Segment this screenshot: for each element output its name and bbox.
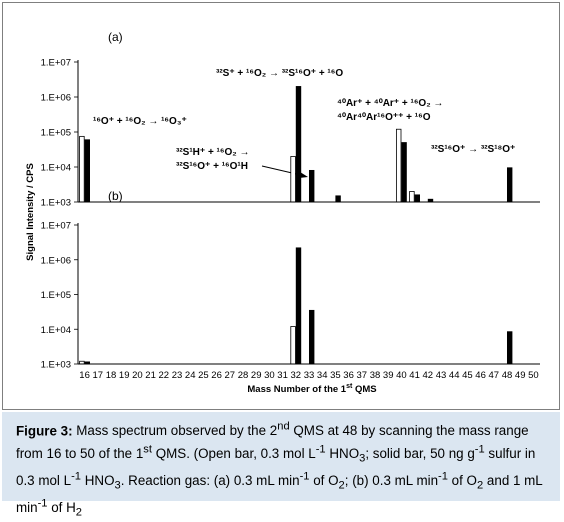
x-tick-label: 35 bbox=[330, 370, 341, 381]
y-tick-label: 1.E+06 bbox=[41, 93, 71, 104]
x-tick-label: 50 bbox=[528, 370, 539, 381]
annotation-o3: ¹⁶O⁺ + ¹⁶O₂ → ¹⁶O₃⁺ bbox=[93, 116, 187, 127]
annotation-arrow-head bbox=[299, 172, 308, 178]
x-tick-label: 42 bbox=[423, 370, 434, 381]
x-tick-label: 19 bbox=[119, 370, 130, 381]
x-tick-label: 49 bbox=[515, 370, 526, 381]
x-tick-label: 34 bbox=[317, 370, 328, 381]
y-tick-label: 1.E+07 bbox=[41, 221, 71, 232]
x-tick-label: 20 bbox=[132, 370, 143, 381]
x-tick-label: 47 bbox=[489, 370, 500, 381]
x-tick-label: 21 bbox=[145, 370, 156, 381]
x-tick-label: 17 bbox=[93, 370, 104, 381]
x-tick-label: 44 bbox=[449, 370, 460, 381]
x-tick-label: 29 bbox=[251, 370, 262, 381]
annotation-ar2: ⁴⁰Ar⁴⁰Ar¹⁶O⁺⁺ + ¹⁶O bbox=[337, 112, 431, 123]
figure-frame bbox=[2, 2, 560, 410]
y-axis-title: Signal Intensity / CPS bbox=[25, 163, 36, 261]
open-bar bbox=[395, 128, 402, 203]
x-tick-label: 36 bbox=[343, 370, 354, 381]
y-tick-label: 1.E+05 bbox=[41, 128, 71, 139]
panel-a-label: (a) bbox=[108, 30, 123, 44]
x-tick-label: 31 bbox=[277, 370, 288, 381]
x-tick-label: 18 bbox=[106, 370, 117, 381]
solid-bar bbox=[401, 142, 407, 203]
x-tick-label: 16 bbox=[79, 370, 90, 381]
solid-bar bbox=[414, 194, 420, 203]
solid-bar bbox=[295, 247, 302, 365]
y-tick-label: 1.E+03 bbox=[41, 360, 71, 371]
open-bar bbox=[290, 156, 296, 203]
y-tick-label: 1.E+06 bbox=[41, 255, 71, 266]
x-tick-label: 22 bbox=[159, 370, 170, 381]
solid-bar bbox=[506, 331, 513, 365]
x-tick-label: 40 bbox=[396, 370, 407, 381]
open-bar bbox=[409, 191, 415, 203]
solid-bar bbox=[84, 139, 90, 203]
x-tick-label: 37 bbox=[357, 370, 368, 381]
x-tick-label: 41 bbox=[409, 370, 420, 381]
y-tick-label: 1.E+04 bbox=[41, 325, 71, 336]
caption-label: Figure 3: bbox=[16, 423, 73, 439]
x-tick-label: 48 bbox=[502, 370, 513, 381]
solid-bar bbox=[295, 86, 302, 203]
x-axis-title: Mass Number of the 1st QMS bbox=[247, 383, 376, 395]
x-tick-label: 43 bbox=[436, 370, 447, 381]
mass-spectrum-chart: (a) (b) Signal Intensity / CPS Mass Numb… bbox=[25, 30, 540, 395]
y-tick-label: 1.E+03 bbox=[41, 198, 71, 209]
annotation-so: ³²S⁺ + ¹⁶O₂ → ³²S¹⁶O⁺ + ¹⁶O bbox=[216, 68, 343, 79]
annotation-sh2: ³²S¹⁶O⁺ + ¹⁶O¹H bbox=[176, 161, 248, 172]
y-tick-label: 1.E+04 bbox=[41, 163, 71, 174]
annotation-sh1: ³²S¹H⁺ + ¹⁶O₂ → bbox=[176, 147, 250, 158]
x-tick-label: 45 bbox=[462, 370, 473, 381]
x-tick-label: 46 bbox=[475, 370, 486, 381]
solid-bar bbox=[308, 309, 315, 365]
open-bar bbox=[290, 326, 296, 365]
solid-bar bbox=[308, 169, 315, 203]
x-tick-label: 30 bbox=[264, 370, 275, 381]
y-tick-label: 1.E+07 bbox=[41, 58, 71, 69]
x-tick-label: 25 bbox=[198, 370, 209, 381]
y-tick-label: 1.E+05 bbox=[41, 290, 71, 301]
x-tick-label: 38 bbox=[370, 370, 381, 381]
solid-bar bbox=[506, 167, 513, 203]
x-tick-label: 28 bbox=[238, 370, 249, 381]
figure-caption: Figure 3: Mass spectrum observed by the … bbox=[2, 412, 560, 519]
open-bar bbox=[79, 135, 85, 203]
x-tick-label: 27 bbox=[225, 370, 236, 381]
x-tick-label: 39 bbox=[383, 370, 394, 381]
x-tick-label: 24 bbox=[185, 370, 196, 381]
annotation-ar1: ⁴⁰Ar⁺ + ⁴⁰Ar⁺ + ¹⁶O₂ → bbox=[337, 98, 443, 109]
panel-b-label: (b) bbox=[108, 189, 123, 203]
x-tick-label: 26 bbox=[211, 370, 222, 381]
annotation-s18: ³²S¹⁶O⁺ → ³²S¹⁸O⁺ bbox=[431, 144, 515, 155]
x-tick-label: 32 bbox=[291, 370, 302, 381]
x-tick-label: 33 bbox=[304, 370, 315, 381]
caption-body: Mass spectrum observed by the 2nd QMS at… bbox=[16, 421, 543, 519]
x-tick-label: 23 bbox=[172, 370, 183, 381]
solid-bar bbox=[335, 195, 341, 203]
